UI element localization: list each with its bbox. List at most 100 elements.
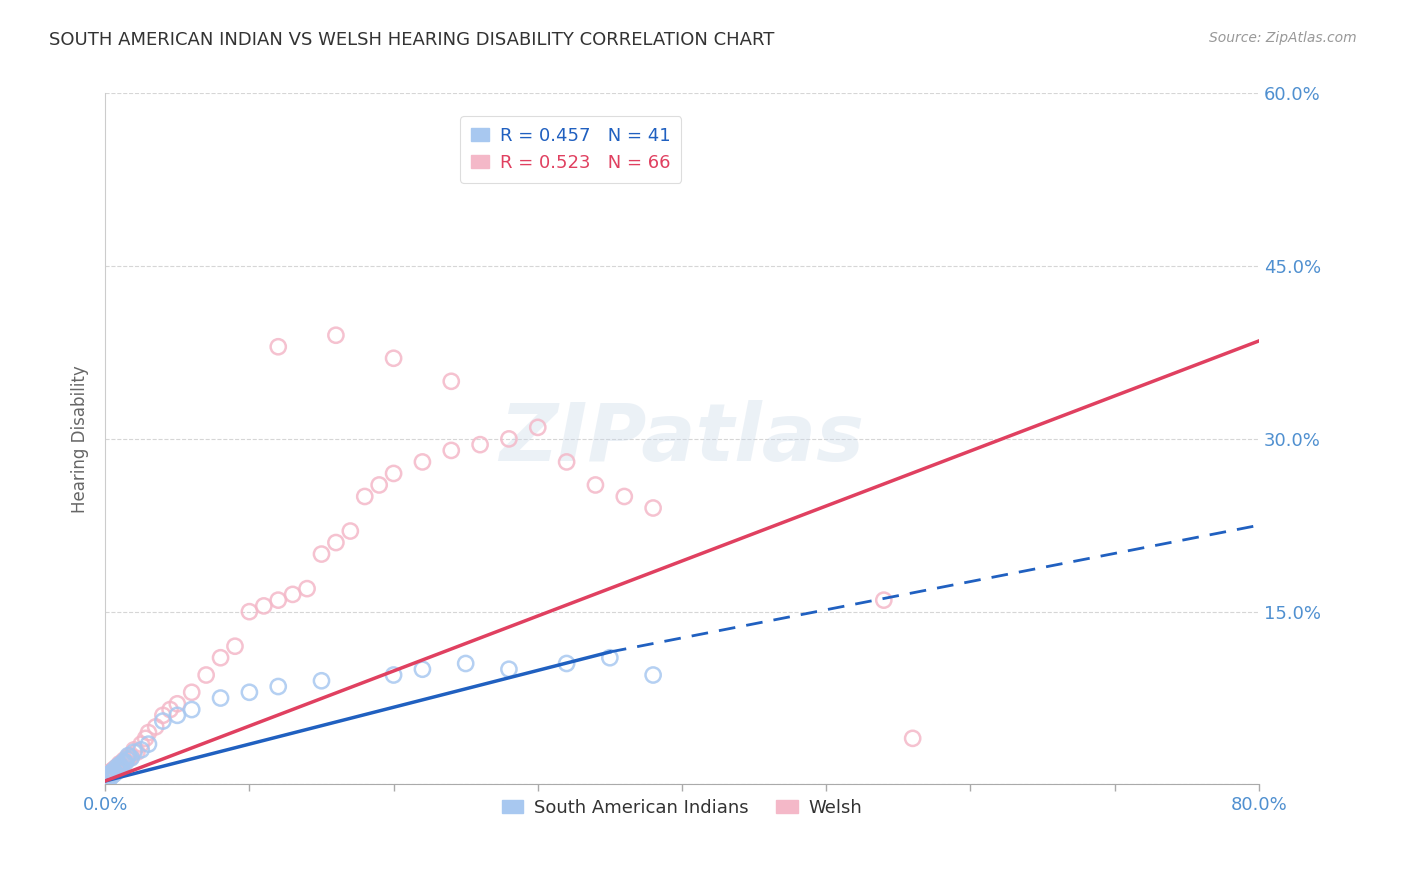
Point [104, 765, 127, 780]
Point [267, 340, 290, 354]
Point [122, 745, 145, 759]
Point [100, 764, 122, 779]
Point [267, 593, 290, 607]
Point [224, 639, 246, 653]
Point [209, 691, 232, 706]
Point [111, 756, 134, 770]
Point [555, 455, 578, 469]
Point [325, 535, 347, 549]
Point [96, 772, 118, 786]
Point [873, 593, 896, 607]
Point [382, 668, 405, 682]
Y-axis label: Hearing Disability: Hearing Disability [72, 365, 89, 513]
Point [105, 760, 128, 774]
Point [295, 582, 318, 596]
Point [253, 599, 276, 613]
Point [238, 685, 260, 699]
Point [129, 737, 152, 751]
Point [101, 764, 124, 778]
Point [108, 761, 131, 775]
Point [440, 374, 463, 388]
Point [103, 764, 125, 779]
Point [166, 708, 188, 723]
Point [382, 351, 405, 366]
Point [101, 765, 124, 780]
Point [281, 587, 304, 601]
Point [599, 650, 621, 665]
Point [454, 657, 477, 671]
Point [98, 772, 121, 786]
Point [96, 769, 118, 783]
Point [105, 763, 128, 777]
Point [97, 771, 120, 785]
Point [101, 764, 124, 779]
Point [498, 662, 520, 676]
Point [105, 760, 128, 774]
Point [115, 752, 138, 766]
Point [138, 725, 160, 739]
Point [382, 467, 405, 481]
Point [585, 478, 607, 492]
Point [115, 751, 138, 765]
Point [166, 697, 188, 711]
Point [101, 768, 124, 782]
Point [100, 767, 122, 781]
Text: Source: ZipAtlas.com: Source: ZipAtlas.com [1209, 31, 1357, 45]
Point [103, 763, 125, 777]
Point [135, 731, 157, 746]
Point [238, 605, 260, 619]
Point [98, 765, 121, 780]
Point [108, 760, 131, 774]
Point [368, 478, 391, 492]
Point [108, 757, 131, 772]
Point [138, 737, 160, 751]
Point [411, 662, 433, 676]
Point [440, 443, 463, 458]
Point [468, 437, 491, 451]
Point [110, 757, 132, 772]
Point [114, 755, 136, 769]
Point [643, 501, 665, 516]
Point [107, 759, 129, 773]
Point [112, 755, 135, 769]
Legend: South American Indians, Welsh: South American Indians, Welsh [495, 791, 869, 824]
Point [117, 752, 139, 766]
Point [111, 756, 134, 771]
Point [339, 524, 361, 538]
Point [105, 763, 128, 777]
Point [98, 767, 121, 781]
Point [97, 768, 120, 782]
Point [159, 702, 181, 716]
Point [643, 668, 665, 682]
Point [180, 685, 202, 699]
Point [209, 650, 232, 665]
Point [180, 702, 202, 716]
Point [100, 769, 122, 783]
Point [411, 455, 433, 469]
Point [120, 749, 142, 764]
Point [96, 772, 118, 787]
Point [498, 432, 520, 446]
Point [120, 751, 142, 765]
Point [311, 547, 333, 561]
Point [107, 764, 129, 778]
Point [145, 720, 167, 734]
Point [100, 765, 122, 780]
Point [98, 768, 121, 782]
Point [325, 328, 347, 343]
Point [104, 764, 127, 778]
Point [108, 756, 131, 771]
Point [103, 764, 125, 778]
Point [97, 767, 120, 781]
Point [152, 708, 174, 723]
Point [311, 673, 333, 688]
Point [117, 748, 139, 763]
Point [353, 490, 375, 504]
Point [110, 759, 132, 773]
Point [613, 490, 636, 504]
Text: ZIPatlas: ZIPatlas [499, 400, 865, 478]
Point [104, 761, 127, 775]
Text: SOUTH AMERICAN INDIAN VS WELSH HEARING DISABILITY CORRELATION CHART: SOUTH AMERICAN INDIAN VS WELSH HEARING D… [49, 31, 775, 49]
Point [118, 748, 141, 763]
Point [901, 731, 924, 746]
